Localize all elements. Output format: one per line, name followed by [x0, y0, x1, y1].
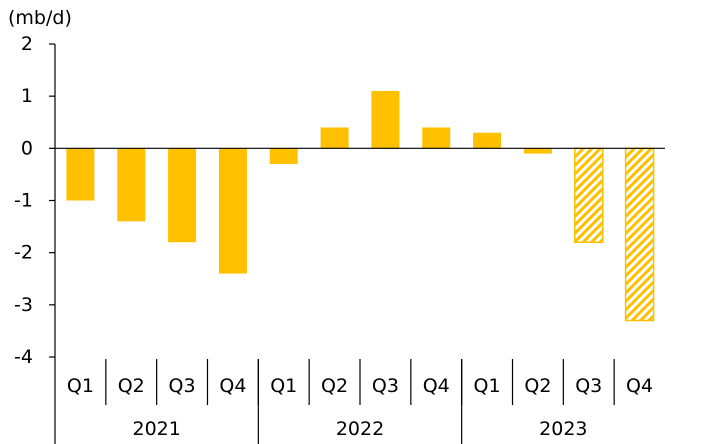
y-tick-label: 0	[21, 137, 33, 159]
group-label: 2023	[539, 418, 587, 440]
group-label: 2022	[336, 418, 384, 440]
x-tick-label: Q4	[423, 375, 450, 397]
x-tick-label: Q4	[219, 375, 246, 397]
forecast-bar	[624, 147, 655, 322]
bar	[218, 148, 247, 274]
bar	[473, 132, 502, 149]
x-tick-label: Q2	[118, 375, 145, 397]
x-tick-label: Q3	[372, 375, 399, 397]
group-label: 2021	[132, 418, 180, 440]
bar	[371, 90, 400, 149]
x-tick-label: Q3	[575, 375, 602, 397]
x-tick-label: Q2	[321, 375, 348, 397]
bar	[117, 148, 146, 222]
bar	[269, 148, 298, 164]
bar	[168, 148, 197, 243]
bar	[320, 127, 349, 149]
bar	[66, 148, 95, 201]
y-tick-label: 1	[21, 85, 33, 107]
x-tick-label: Q1	[67, 375, 94, 397]
x-tick-label: Q4	[626, 375, 653, 397]
y-tick-label: -4	[14, 346, 33, 368]
forecast-bar	[574, 147, 604, 243]
x-tick-label: Q3	[169, 375, 196, 397]
y-axis-label: (mb/d)	[8, 7, 72, 29]
y-tick-label: 2	[21, 33, 33, 55]
y-tick-label: -2	[14, 242, 33, 264]
x-tick-label: Q1	[270, 375, 297, 397]
y-tick-label: -1	[14, 190, 33, 212]
x-tick-label: Q2	[524, 375, 551, 397]
bar	[422, 127, 451, 149]
y-tick-label: -3	[14, 294, 33, 316]
x-tick-label: Q1	[474, 375, 501, 397]
bar	[523, 148, 552, 154]
